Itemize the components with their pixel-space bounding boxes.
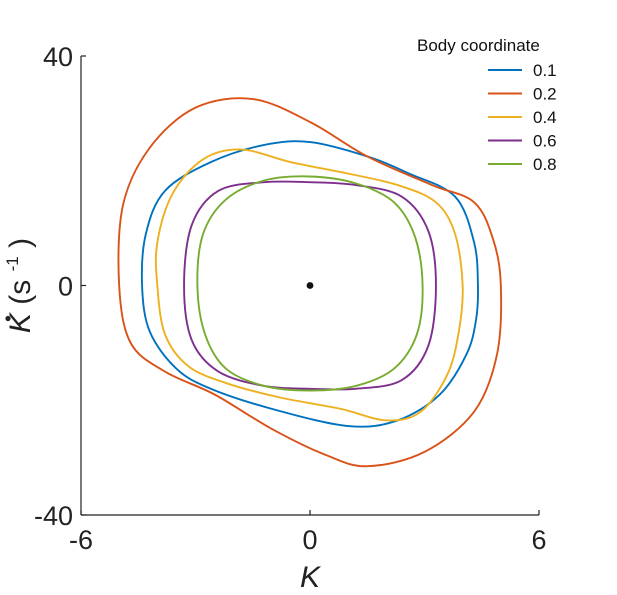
- y-axis-derivative-dot: [5, 315, 11, 322]
- center-points: [306, 282, 314, 289]
- axes: [80, 55, 540, 516]
- legend-label-0-2: 0.2: [533, 85, 557, 104]
- curve-series-0-6: [183, 180, 437, 391]
- phase-curves: [117, 97, 503, 468]
- y-tick-label: -40: [34, 501, 73, 531]
- y-axis-unit-exponent: -1: [3, 256, 22, 271]
- legend-label-0-4: 0.4: [533, 108, 557, 127]
- legend: Body coordinate 0.1 0.2 0.4 0.6 0.8: [417, 36, 557, 174]
- y-axis-label: K (s -1 ): [0, 238, 37, 333]
- curve-series-0-8: [196, 175, 424, 392]
- legend-label-0-1: 0.1: [533, 61, 557, 80]
- y-axis-unit-open: (s: [4, 280, 37, 305]
- x-tick-label: 0: [302, 525, 317, 555]
- x-tick-label: 6: [531, 525, 546, 555]
- curve-series-0-2: [117, 97, 503, 468]
- x-tick-label: -6: [69, 525, 93, 555]
- svg-text:K (s -1: K (s -1 ): [0, 238, 37, 333]
- x-axis-label: K: [300, 561, 322, 594]
- axis-labels: K K (s -1 ): [0, 238, 322, 594]
- center-point: [306, 282, 314, 289]
- curve-series-0-4: [154, 148, 464, 422]
- legend-label-0-6: 0.6: [533, 132, 557, 151]
- y-tick-label: 0: [58, 272, 73, 302]
- y-tick-label: 40: [43, 42, 73, 72]
- y-axis-unit-close: ): [4, 238, 37, 248]
- y-axis-symbol: K: [4, 311, 37, 333]
- tick-labels: -6 0 6 -40 0 40: [34, 42, 547, 555]
- legend-label-0-8: 0.8: [533, 155, 557, 174]
- legend-title: Body coordinate: [417, 36, 540, 55]
